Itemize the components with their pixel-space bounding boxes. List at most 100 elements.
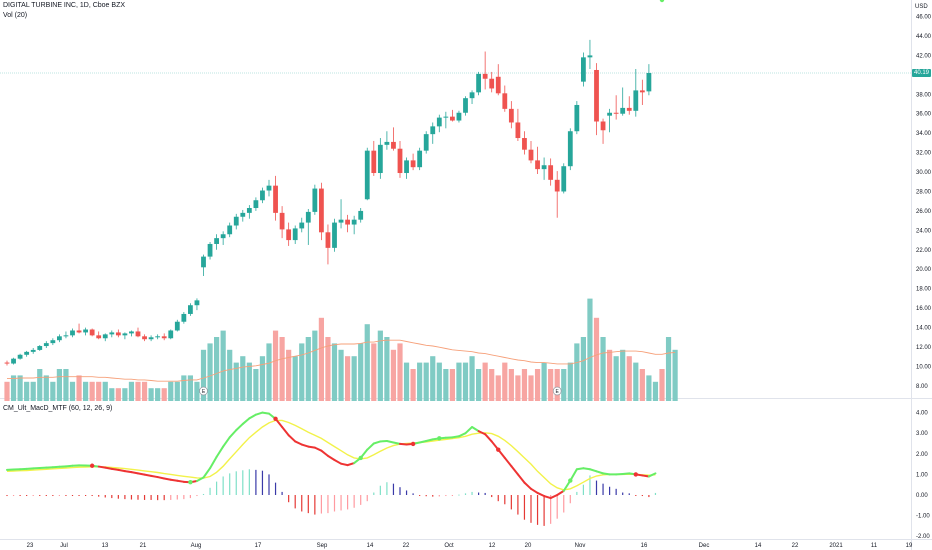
macd-segment (399, 442, 408, 446)
volume-bar (24, 381, 30, 401)
price-tick-label: 34.00 (916, 131, 932, 137)
candle (207, 242, 213, 260)
indicator-tick-label: -1.00 (916, 514, 930, 520)
price-tick-label: 46.00 (916, 15, 932, 21)
candle (50, 338, 56, 346)
candle-body (639, 90, 645, 93)
candle (115, 329, 121, 338)
volume-bar (10, 375, 17, 401)
macd-segment (104, 466, 113, 470)
indicator-label[interactable]: CM_Ult_MacD_MTF (60, 12, 26, 9) (3, 405, 113, 412)
volume-bar (259, 356, 266, 401)
histogram-bar (242, 470, 244, 495)
candle (581, 52, 586, 87)
candle-body (24, 351, 30, 355)
histogram-bar (340, 495, 342, 511)
histogram-bar (451, 495, 453, 496)
time-tick-label: 14 (755, 543, 762, 549)
candle-body (220, 234, 226, 239)
earnings-marker: E (552, 386, 562, 396)
histogram-bar (274, 482, 277, 495)
histogram-bar (602, 483, 604, 495)
volume-bar (155, 388, 161, 401)
histogram-bar (595, 480, 598, 495)
price-tick-label: 38.00 (916, 92, 932, 98)
candlesticks (4, 39, 652, 366)
cross-dot (633, 472, 638, 477)
histogram-bar (91, 495, 93, 496)
candle-body (50, 340, 56, 344)
histogram-bar (615, 488, 617, 495)
candle (554, 171, 560, 218)
volume-bar (37, 369, 43, 401)
candle-body (515, 122, 521, 139)
volume-bar (240, 356, 246, 401)
macd-segment (156, 476, 166, 480)
histogram-bar (157, 495, 159, 501)
macd-segment (261, 411, 270, 415)
volume-bar (358, 343, 364, 401)
volume-bar (436, 362, 442, 401)
candle-body (96, 335, 102, 339)
candle (174, 319, 180, 332)
histogram-bar (569, 495, 571, 504)
histogram-bar (438, 495, 440, 497)
candle (338, 199, 344, 229)
histogram-bar (45, 495, 47, 496)
candle (515, 108, 521, 141)
candle (168, 329, 174, 340)
volume-bar (548, 369, 554, 401)
volume-bar (521, 369, 528, 401)
candle-body (587, 55, 593, 58)
volume-bar (109, 388, 115, 401)
time-tick-label: 12 (489, 543, 496, 549)
candle-body (214, 238, 219, 244)
price-tick-label: 24.00 (916, 228, 932, 234)
volume-label[interactable]: Vol (20) (3, 12, 28, 19)
candle (476, 71, 481, 96)
candle-body (122, 333, 128, 336)
candle-body (332, 222, 337, 248)
candle (135, 327, 141, 338)
histogram-bar (301, 495, 303, 512)
histogram-bar (491, 495, 493, 498)
volume-bar (187, 375, 193, 401)
price-tick-label: 14.00 (916, 326, 932, 332)
candle (397, 140, 403, 178)
time-tick-label: 11 (871, 543, 878, 549)
volume-bar (56, 369, 62, 401)
histogram-bar (52, 495, 54, 496)
candle (574, 101, 580, 135)
candle (266, 179, 272, 197)
candle-body (391, 141, 396, 149)
macd-segment (287, 434, 297, 443)
candle (364, 147, 370, 201)
cross-dot (273, 416, 278, 421)
volume-bar (207, 343, 213, 401)
macd-segment (215, 445, 225, 458)
candle-body (201, 256, 206, 268)
volume-bar (43, 375, 49, 401)
macd-segment (602, 472, 611, 476)
indicator-tick-label: 4.00 (916, 411, 928, 417)
volume-bar (200, 349, 207, 401)
symbol-title[interactable]: DIGITAL TURBINE INC, 1D, Cboe BZX (3, 2, 126, 9)
candle-body (410, 160, 416, 168)
macd-segment (235, 422, 244, 432)
histogram-bar (399, 487, 401, 495)
volume-bar (665, 337, 672, 401)
histogram-bar (189, 495, 191, 499)
volume-bar (364, 324, 370, 401)
volume-bar (607, 349, 613, 401)
histogram-bar (379, 485, 381, 495)
macd-segment (503, 456, 513, 468)
candle-body (502, 93, 508, 109)
price-tick-label: 44.00 (916, 34, 932, 40)
candle-body (279, 212, 285, 230)
candle-body (646, 73, 652, 92)
histogram-bar (504, 495, 506, 505)
candle-body (620, 107, 626, 114)
histogram-bar (556, 495, 558, 519)
histogram-bar (137, 495, 139, 500)
